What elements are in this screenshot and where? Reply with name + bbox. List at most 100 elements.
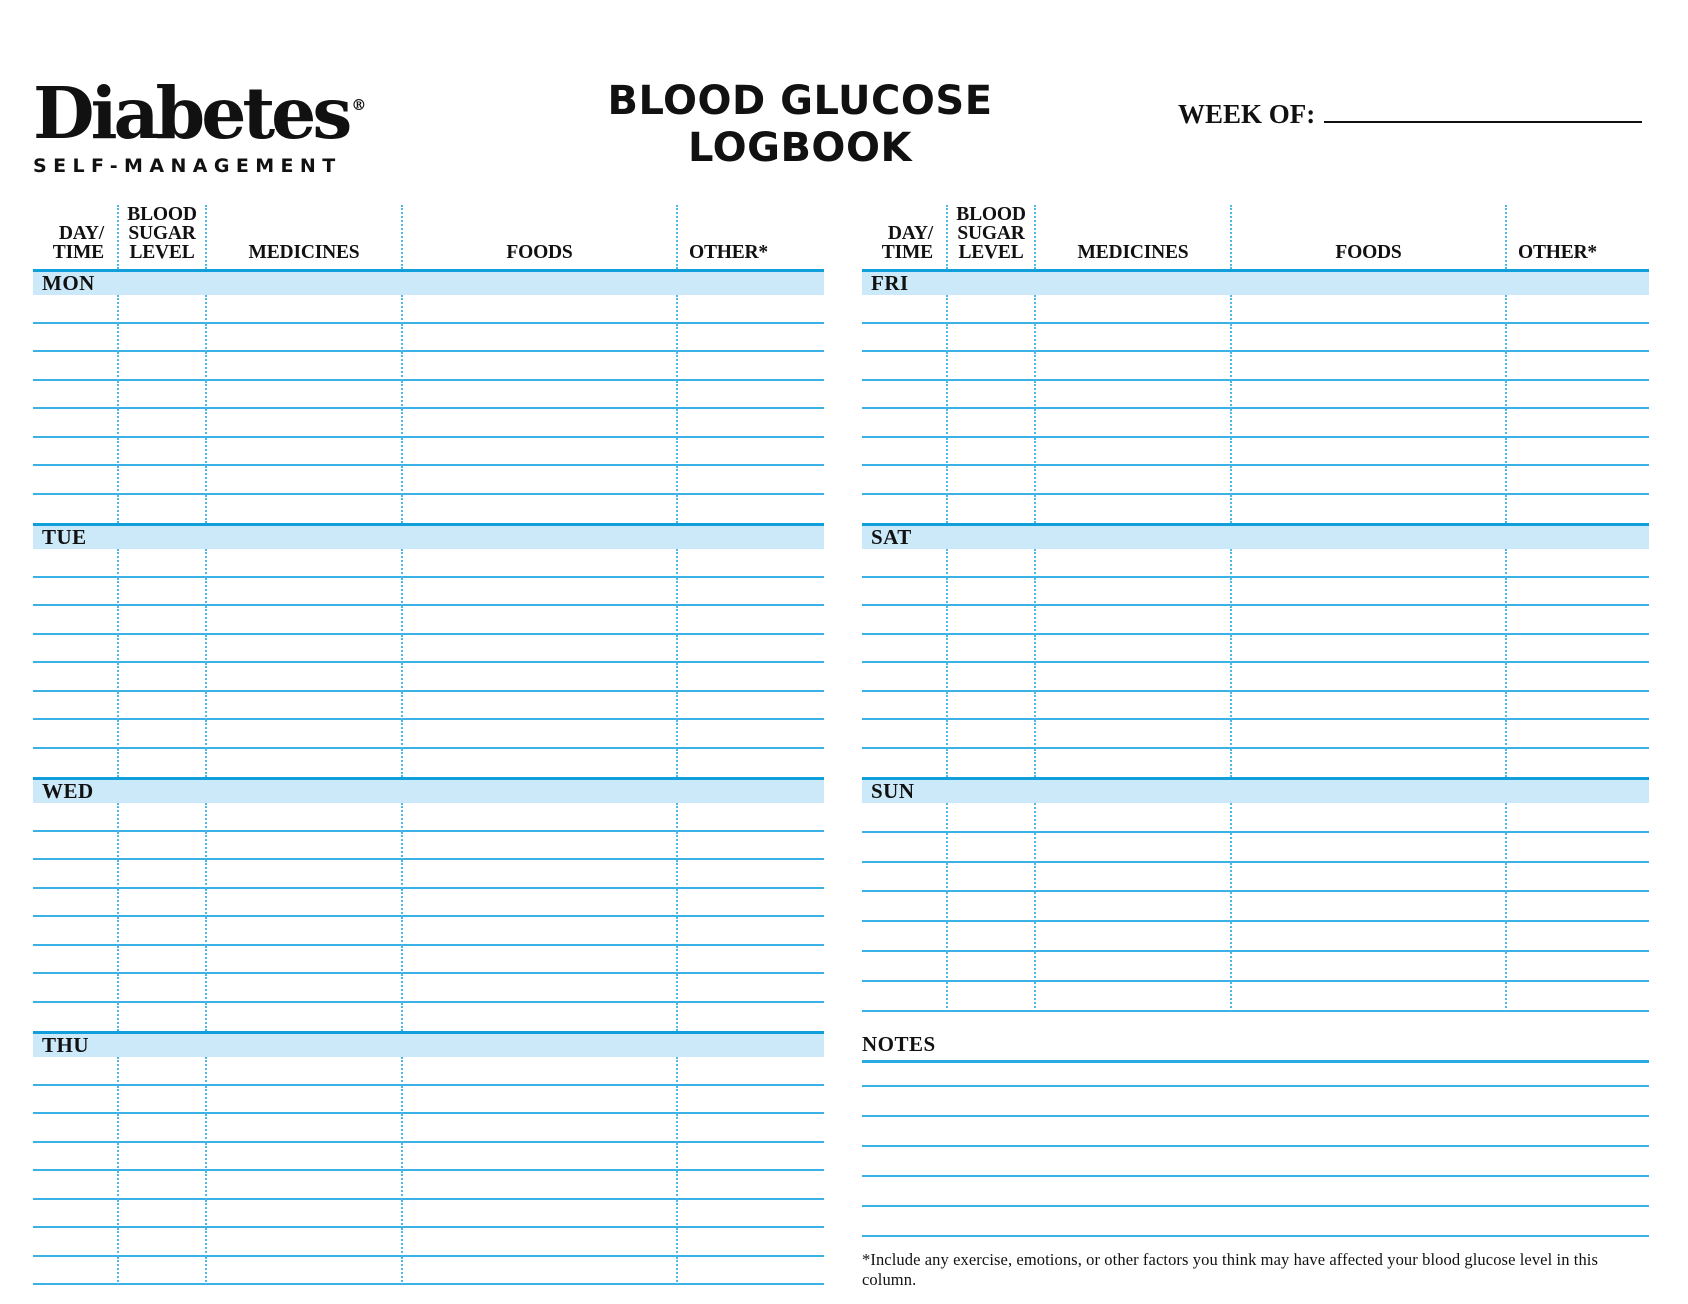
log-cell-tue-r6-medicines[interactable] [205,691,401,720]
log-cell-mon-r7-medicines[interactable] [205,466,401,495]
log-cell-mon-r4-day-time[interactable] [33,381,117,409]
log-cell-wed-r1-medicines[interactable] [205,803,401,832]
log-cell-sat-r5-blood-sugar-level[interactable] [946,663,1034,692]
log-cell-mon-r8-foods[interactable] [401,494,676,523]
log-cell-wed-r3-foods[interactable] [401,860,676,889]
log-cell-wed-r5-medicines[interactable] [205,917,401,946]
log-cell-thu-r4-medicines[interactable] [205,1142,401,1171]
log-cell-mon-r5-other[interactable] [676,409,824,438]
log-cell-wed-r6-other[interactable] [676,945,824,974]
log-cell-thu-r8-foods[interactable] [401,1256,676,1285]
log-cell-thu-r3-blood-sugar-level[interactable] [117,1114,205,1143]
log-cell-sun-r7-medicines[interactable] [1034,981,1230,1012]
log-cell-sat-r2-day-time[interactable] [862,578,946,606]
log-cell-fri-r7-foods[interactable] [1230,466,1505,495]
log-cell-wed-r7-day-time[interactable] [33,974,117,1003]
log-cell-tue-r8-day-time[interactable] [33,749,117,778]
log-cell-tue-r3-other[interactable] [676,606,824,635]
log-cell-fri-r5-other[interactable] [1505,409,1649,438]
log-cell-tue-r8-other[interactable] [676,748,824,777]
log-cell-tue-r7-foods[interactable] [401,720,676,749]
log-cell-mon-r1-blood-sugar-level[interactable] [117,295,205,324]
log-cell-wed-r5-blood-sugar-level[interactable] [117,917,205,946]
log-cell-sun-r4-medicines[interactable] [1034,892,1230,923]
log-cell-mon-r4-blood-sugar-level[interactable] [117,380,205,409]
log-cell-thu-r1-other[interactable] [676,1057,824,1086]
log-cell-thu-r3-medicines[interactable] [205,1114,401,1143]
log-cell-wed-r8-day-time[interactable] [33,1003,117,1032]
log-cell-sun-r7-day-time[interactable] [862,982,946,1012]
log-cell-wed-r7-foods[interactable] [401,974,676,1003]
log-cell-thu-r5-blood-sugar-level[interactable] [117,1171,205,1200]
log-cell-sat-r8-day-time[interactable] [862,749,946,778]
log-cell-sat-r7-other[interactable] [1505,720,1649,749]
log-cell-tue-r5-blood-sugar-level[interactable] [117,663,205,692]
log-cell-tue-r8-foods[interactable] [401,748,676,777]
log-cell-sat-r2-medicines[interactable] [1034,577,1230,606]
week-of-input[interactable] [1324,96,1643,123]
log-cell-thu-r4-other[interactable] [676,1142,824,1171]
log-cell-tue-r8-blood-sugar-level[interactable] [117,748,205,777]
log-cell-tue-r1-blood-sugar-level[interactable] [117,549,205,578]
log-cell-sun-r1-day-time[interactable] [862,803,946,833]
log-cell-mon-r3-other[interactable] [676,352,824,381]
log-cell-sun-r5-day-time[interactable] [862,922,946,952]
log-cell-fri-r2-medicines[interactable] [1034,323,1230,352]
log-cell-mon-r1-day-time[interactable] [33,295,117,324]
log-cell-thu-r8-blood-sugar-level[interactable] [117,1256,205,1285]
log-cell-wed-r8-blood-sugar-level[interactable] [117,1002,205,1031]
log-cell-sat-r8-other[interactable] [1505,748,1649,777]
log-cell-tue-r7-blood-sugar-level[interactable] [117,720,205,749]
log-cell-sun-r3-other[interactable] [1505,862,1649,893]
log-cell-mon-r8-blood-sugar-level[interactable] [117,494,205,523]
log-cell-mon-r7-foods[interactable] [401,466,676,495]
log-cell-fri-r3-other[interactable] [1505,352,1649,381]
log-cell-mon-r5-blood-sugar-level[interactable] [117,409,205,438]
log-cell-tue-r4-other[interactable] [676,634,824,663]
log-cell-fri-r2-other[interactable] [1505,323,1649,352]
log-cell-fri-r2-blood-sugar-level[interactable] [946,323,1034,352]
log-cell-wed-r7-other[interactable] [676,974,824,1003]
log-cell-wed-r2-foods[interactable] [401,831,676,860]
log-cell-mon-r2-blood-sugar-level[interactable] [117,323,205,352]
log-cell-sat-r8-blood-sugar-level[interactable] [946,748,1034,777]
log-cell-fri-r1-day-time[interactable] [862,295,946,324]
log-cell-tue-r6-blood-sugar-level[interactable] [117,691,205,720]
log-cell-sun-r2-blood-sugar-level[interactable] [946,832,1034,863]
log-cell-sun-r1-foods[interactable] [1230,803,1505,833]
log-cell-thu-r8-other[interactable] [676,1256,824,1285]
log-cell-fri-r3-day-time[interactable] [862,352,946,381]
log-cell-mon-r8-other[interactable] [676,494,824,523]
log-cell-fri-r6-other[interactable] [1505,437,1649,466]
log-cell-mon-r5-day-time[interactable] [33,409,117,438]
log-cell-sat-r1-other[interactable] [1505,549,1649,578]
log-cell-sun-r4-foods[interactable] [1230,892,1505,923]
log-cell-sat-r6-medicines[interactable] [1034,691,1230,720]
log-cell-sat-r8-medicines[interactable] [1034,748,1230,777]
log-cell-fri-r4-blood-sugar-level[interactable] [946,380,1034,409]
log-cell-sun-r5-medicines[interactable] [1034,922,1230,952]
log-cell-tue-r7-other[interactable] [676,720,824,749]
log-cell-thu-r7-medicines[interactable] [205,1228,401,1257]
log-cell-thu-r3-other[interactable] [676,1114,824,1143]
log-cell-thu-r2-foods[interactable] [401,1085,676,1114]
log-cell-thu-r2-day-time[interactable] [33,1086,117,1114]
log-cell-sat-r2-foods[interactable] [1230,577,1505,606]
log-cell-wed-r4-other[interactable] [676,888,824,917]
notes-line-4[interactable] [862,1147,1649,1177]
log-cell-sat-r1-foods[interactable] [1230,549,1505,578]
log-cell-mon-r3-blood-sugar-level[interactable] [117,352,205,381]
log-cell-tue-r1-medicines[interactable] [205,549,401,578]
log-cell-sun-r6-medicines[interactable] [1034,951,1230,982]
log-cell-fri-r5-medicines[interactable] [1034,409,1230,438]
log-cell-fri-r8-day-time[interactable] [862,495,946,524]
log-cell-mon-r6-blood-sugar-level[interactable] [117,437,205,466]
log-cell-thu-r6-blood-sugar-level[interactable] [117,1199,205,1228]
log-cell-sat-r7-medicines[interactable] [1034,720,1230,749]
log-cell-sat-r5-foods[interactable] [1230,663,1505,692]
log-cell-sun-r7-foods[interactable] [1230,981,1505,1012]
log-cell-tue-r5-other[interactable] [676,663,824,692]
log-cell-sun-r3-foods[interactable] [1230,862,1505,893]
log-cell-fri-r6-blood-sugar-level[interactable] [946,437,1034,466]
log-cell-fri-r8-blood-sugar-level[interactable] [946,494,1034,523]
